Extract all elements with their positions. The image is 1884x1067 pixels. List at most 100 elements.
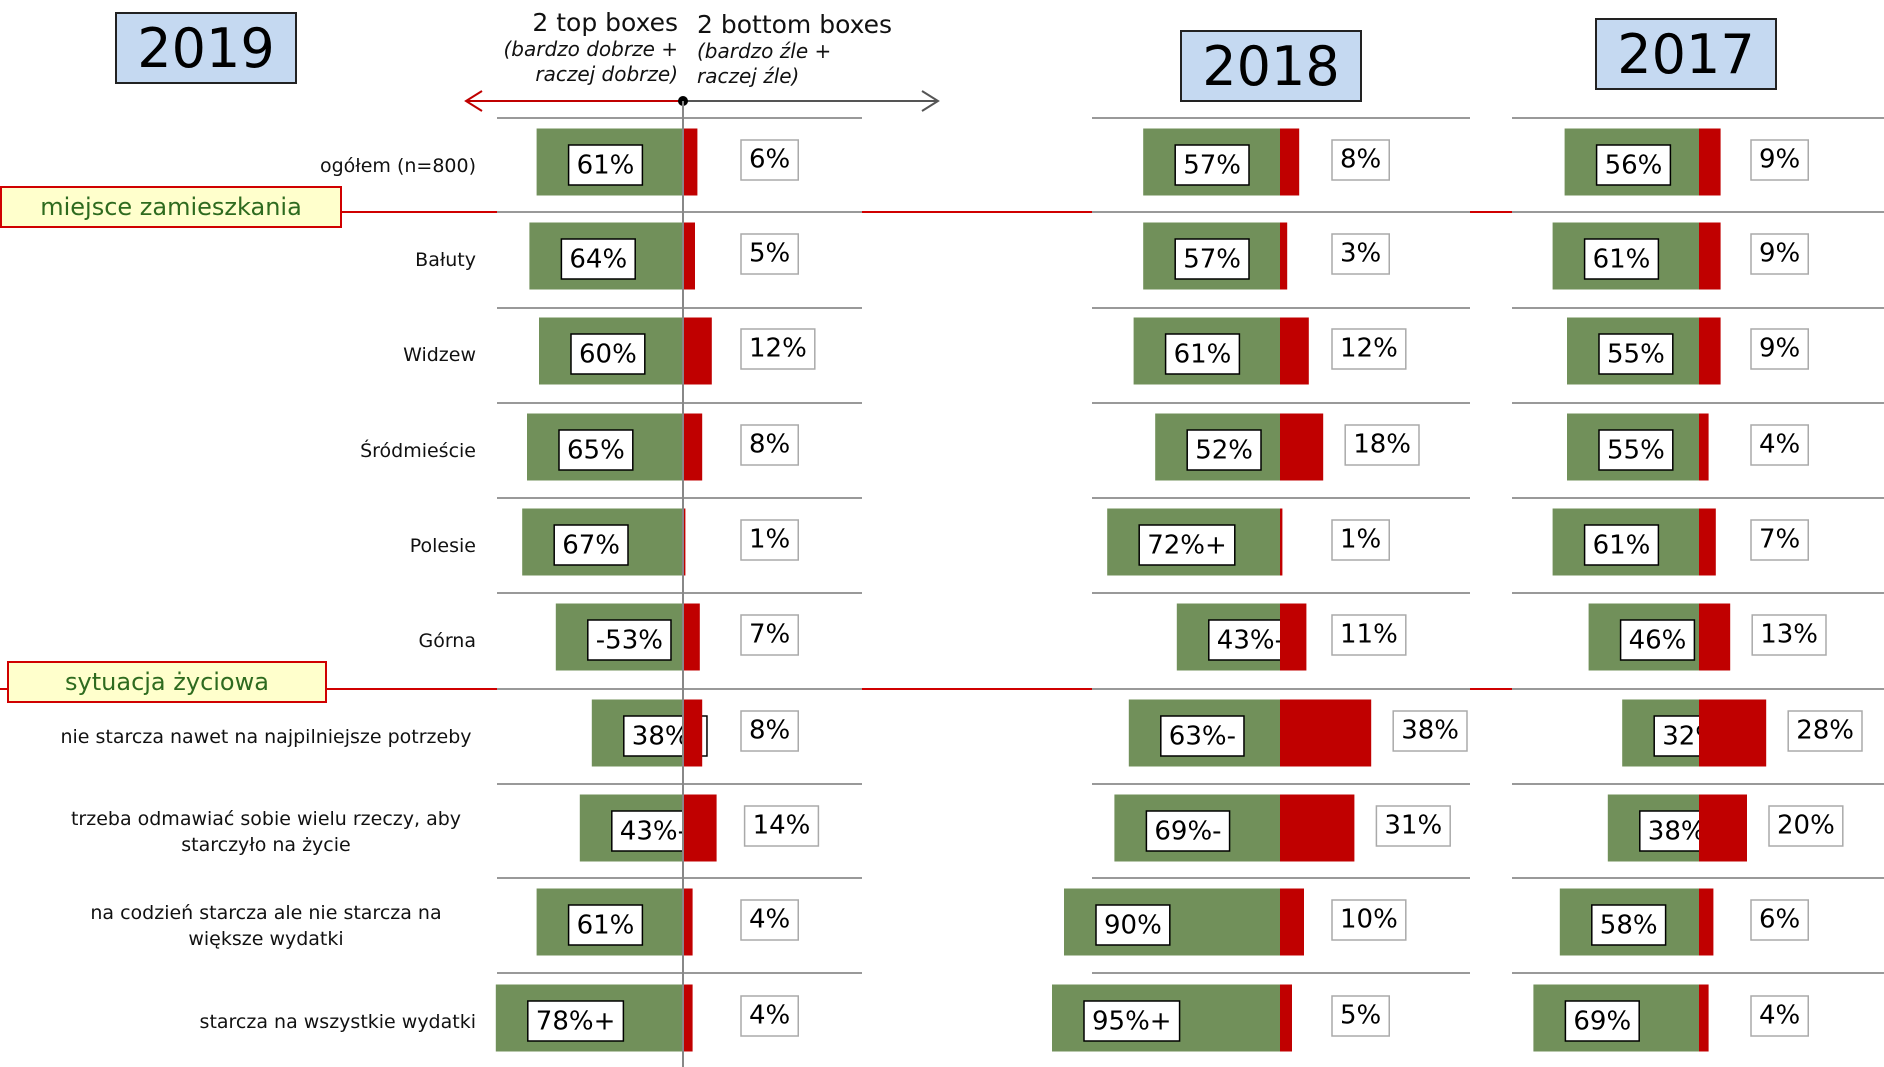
legend-top-label: 2 top boxes [532,8,678,37]
value-label-top: 61% [1174,340,1232,370]
bar-bottom [1280,413,1324,481]
label-box [1583,238,1660,280]
bar-bottom [683,413,703,481]
label-box [1392,710,1468,752]
value-label-bottom: 8% [1340,145,1381,175]
label-box [1331,139,1390,181]
value-label-top: 57% [1183,245,1241,275]
value-label-bottom: 7% [1759,525,1800,555]
label-box [1083,1000,1181,1042]
label-box [1591,904,1667,946]
label-box [570,333,646,375]
label-box [740,139,799,181]
value-label-top: 64% [569,245,627,275]
value-label-top: 43%- [620,817,687,847]
bar-bottom [1699,888,1714,956]
value-label-bottom: 20% [1777,811,1835,841]
arrow-head [464,90,483,112]
bar-bottom [683,888,693,956]
value-label-bottom: 28% [1796,716,1854,746]
label-box [1331,614,1407,656]
value-label-bottom: 5% [749,239,790,269]
label-box [740,899,799,941]
legend-bottom-label: 2 bottom boxes [697,10,893,39]
value-label-bottom: 12% [749,334,807,364]
value-label-top: 69%- [1154,817,1221,847]
value-label-top: 61% [1593,245,1651,275]
label-box [1174,144,1250,186]
bar-bottom [683,984,693,1052]
category-label: Górna [418,630,476,652]
value-label-bottom: 12% [1340,334,1398,364]
value-label-top: 67% [562,531,620,561]
bar-bottom [683,603,700,671]
value-label-top: 43%- [1217,626,1284,656]
panel-title: 2018 [1180,30,1362,102]
category-label: nie starcza nawet na najpilniejsze potrz… [60,726,472,748]
bar-bottom [1699,222,1721,290]
value-label-bottom: 8% [749,716,790,746]
value-label-bottom: 6% [1759,905,1800,935]
label-box [1750,233,1809,275]
value-label-top: 95%+ [1092,1007,1172,1037]
label-box [558,429,634,471]
label-box [1750,995,1809,1037]
label-box [740,424,799,466]
label-box [1750,328,1809,370]
label-box [740,710,799,752]
value-label-top: 57% [1183,151,1241,181]
category-label: Śródmieście [360,440,476,462]
bar-bottom [1699,128,1721,196]
value-label-top: 63%- [1169,722,1236,752]
category-label: starcza na wszystkie wydatki [199,1011,476,1033]
bar-bottom [1699,984,1709,1052]
label-box [1331,233,1390,275]
value-label-bottom: 10% [1340,905,1398,935]
value-label-top: 60% [579,340,637,370]
value-label-bottom: 9% [1759,239,1800,269]
bar-bottom [683,508,686,576]
category-label: Widzew [403,344,476,366]
category-label: trzeba odmawiać sobie wielu rzeczy, aby … [70,808,462,856]
label-box [1583,524,1660,566]
value-label-top: 65% [567,436,625,466]
bar-bottom [683,794,717,862]
bar-bottom [1699,603,1731,671]
value-label-bottom: 4% [1759,1001,1800,1031]
value-label-bottom: 9% [1759,334,1800,364]
bar-bottom [1280,317,1309,385]
label-box [1750,519,1809,561]
value-label-bottom: 3% [1340,239,1381,269]
label-box [1138,524,1236,566]
value-label-top: 90% [1104,911,1162,941]
label-box [1595,144,1672,186]
label-box [743,805,820,847]
label-box [1095,904,1171,946]
group-label: sytuacja życiowa [7,661,327,703]
value-label-top: 55% [1607,340,1665,370]
value-label-top: 38% [1648,817,1706,847]
value-label-bottom: 31% [1384,811,1442,841]
value-label-top: 56% [1605,151,1663,181]
label-box [527,1000,625,1042]
label-box [1619,619,1696,661]
bar-bottom [1699,508,1716,576]
value-label-bottom: 11% [1340,620,1398,650]
category-label: na codzień starcza ale nie starcza na wi… [90,902,442,950]
category-label: ogółem (n=800) [320,155,476,177]
panel-title: 2019 [115,12,297,84]
label-box [1145,810,1231,852]
bar-bottom [1280,508,1283,576]
label-box [740,328,816,370]
value-label-top: 72%+ [1147,531,1227,561]
bar-bottom [1699,794,1747,862]
bar-bottom [1699,317,1721,385]
value-label-bottom: 4% [1759,430,1800,460]
label-box [1751,614,1827,656]
label-box [1787,710,1863,752]
value-label-bottom: 38% [1401,716,1459,746]
value-label-top: 78%+ [536,1007,616,1037]
bar-bottom [683,128,698,196]
